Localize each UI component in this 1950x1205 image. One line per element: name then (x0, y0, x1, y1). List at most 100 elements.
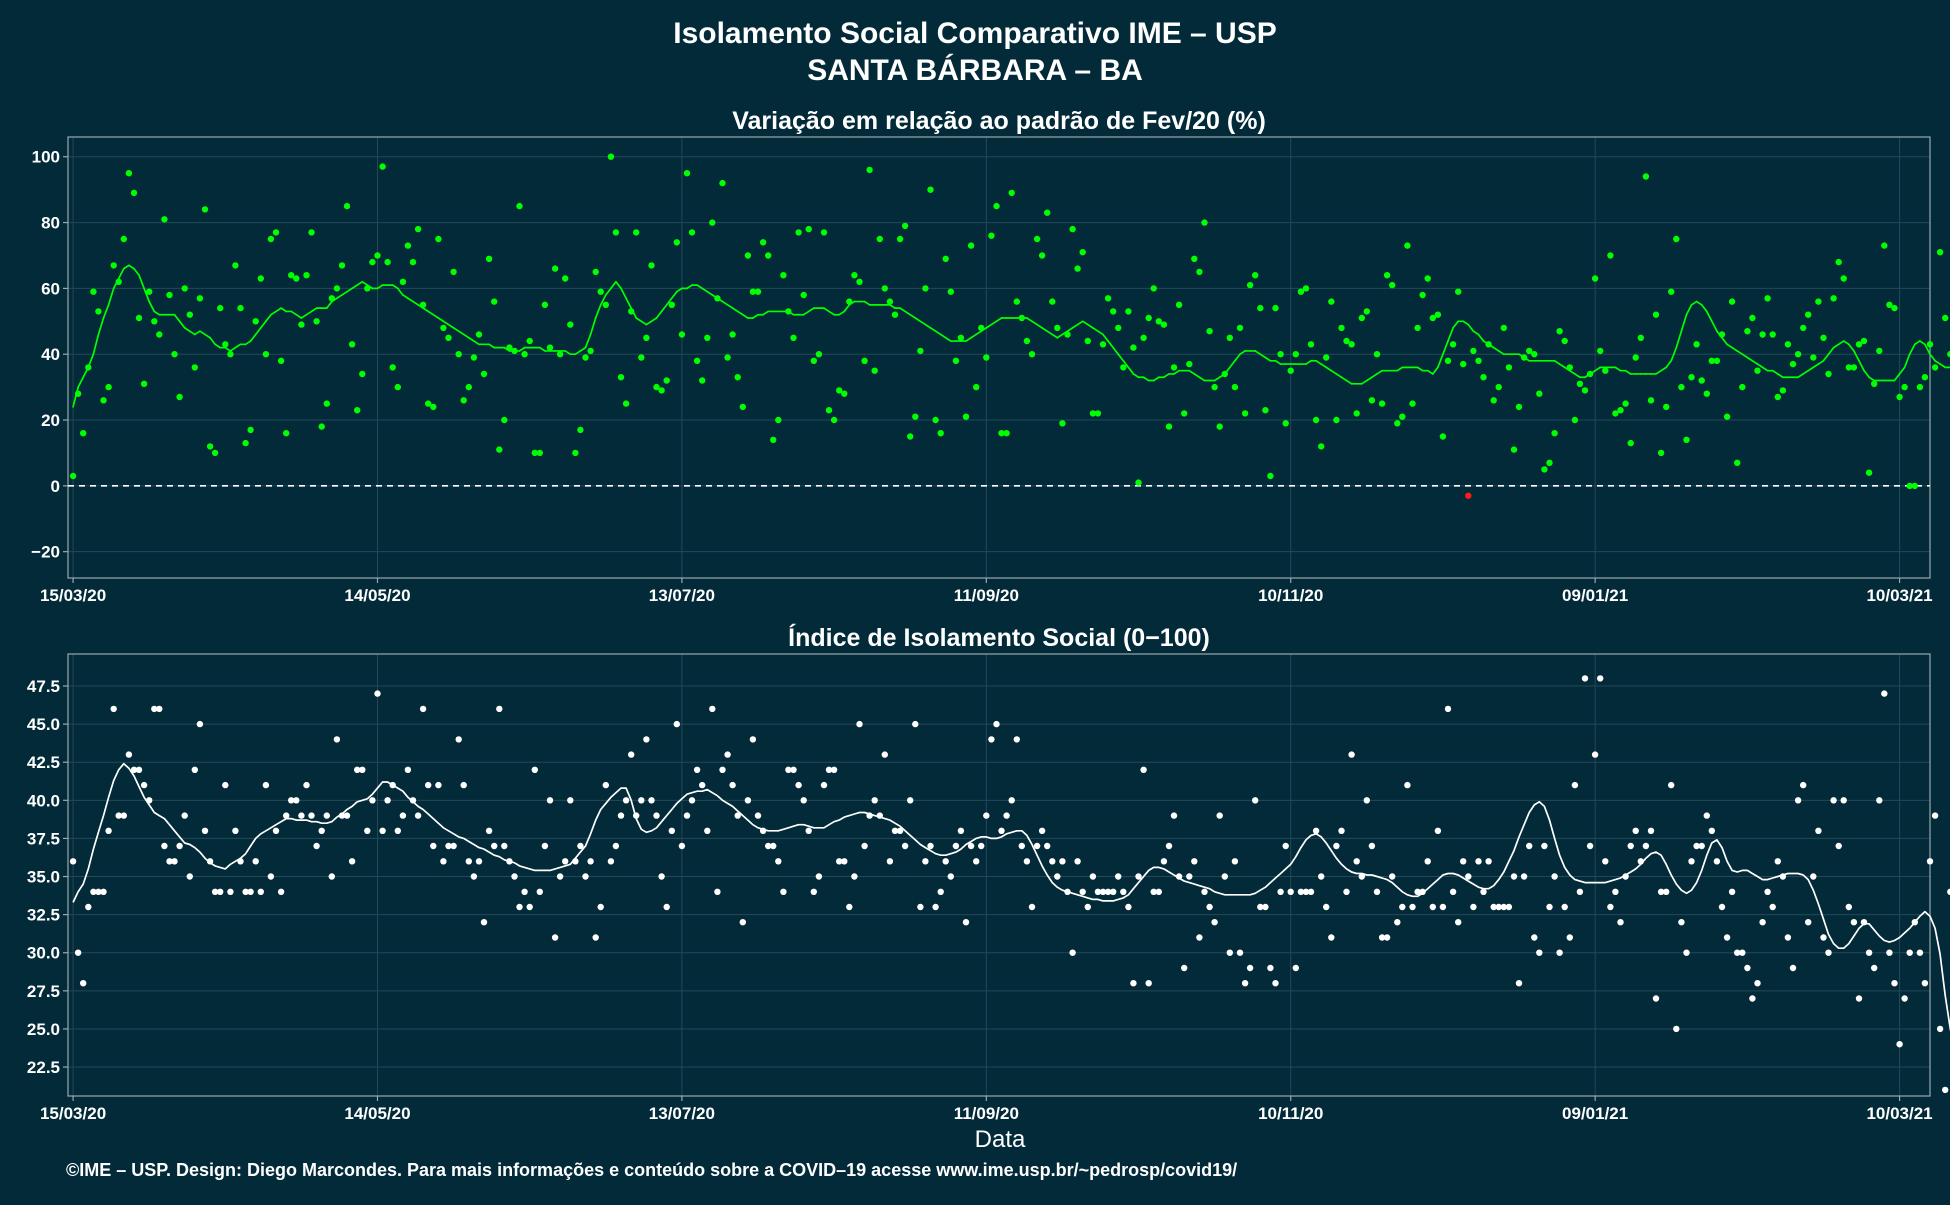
data-point (937, 430, 944, 437)
moving-average-segment (1056, 333, 1064, 339)
data-point (1510, 873, 1518, 880)
data-point (587, 858, 594, 865)
data-point (1556, 949, 1563, 956)
data-point (1607, 252, 1614, 259)
data-point (1581, 675, 1589, 682)
data-point (643, 736, 650, 743)
data-point (1074, 265, 1081, 272)
data-point (1323, 903, 1330, 911)
data-point (546, 797, 554, 804)
data-point (1181, 964, 1188, 972)
data-point (1906, 949, 1913, 956)
data-point (775, 416, 782, 424)
moving-average-segment (1812, 363, 1820, 369)
data-point (1825, 370, 1832, 378)
data-point (886, 858, 894, 865)
moving-average-segment (828, 310, 835, 316)
data-point (288, 797, 295, 804)
data-point (1201, 219, 1208, 226)
moving-average-segment (1776, 373, 1784, 379)
data-point (1536, 949, 1543, 956)
data-point (978, 842, 985, 850)
y-tick-label: 30.0 (27, 944, 60, 963)
data-point (283, 812, 290, 819)
data-point (967, 842, 975, 850)
data-point (1475, 858, 1482, 865)
data-point (171, 351, 178, 358)
data-point (795, 781, 802, 789)
data-point (1287, 367, 1294, 374)
moving-average-segment (686, 284, 693, 290)
data-point (288, 272, 295, 279)
data-point (1607, 903, 1614, 911)
data-point (1094, 410, 1102, 417)
moving-average-segment (1193, 373, 1201, 379)
data-point (1434, 311, 1442, 318)
data-point (526, 903, 533, 911)
data-point (1013, 298, 1020, 305)
moving-average-segment (1076, 320, 1084, 326)
data-point (1749, 314, 1756, 322)
data-point (1800, 324, 1807, 332)
data-point (836, 387, 843, 394)
data-point (1110, 888, 1117, 895)
data-point (1794, 797, 1802, 804)
data-point (1297, 888, 1305, 895)
data-point (775, 858, 782, 865)
moving-average-segment (985, 323, 993, 329)
moving-average-segment (1802, 369, 1810, 375)
data-point (1652, 995, 1660, 1002)
moving-average-segment (1360, 379, 1368, 385)
data-point (1835, 258, 1842, 266)
data-point (496, 446, 503, 453)
moving-average-segment (1908, 343, 1916, 356)
x-tick-label: 15/03/20 (40, 586, 106, 605)
moving-average-segment (1228, 359, 1236, 369)
data-point (1901, 383, 1908, 391)
data-point (668, 301, 675, 308)
data-point (1302, 888, 1310, 895)
moving-average-segment (645, 320, 653, 326)
data-point (1693, 341, 1700, 348)
data-point (1216, 423, 1223, 430)
data-point (1708, 357, 1716, 364)
moving-average-segment (1041, 327, 1049, 333)
data-point (1231, 858, 1239, 865)
data-point (450, 268, 457, 276)
data-point (683, 170, 691, 177)
data-point (450, 842, 457, 850)
data-point (688, 797, 696, 804)
data-point (1302, 285, 1310, 292)
data-point (1510, 446, 1518, 453)
data-point (206, 443, 214, 450)
data-point (1739, 383, 1746, 391)
data-point (1338, 324, 1345, 332)
moving-average-segment (1325, 366, 1333, 372)
data-point (927, 186, 934, 193)
data-point (1348, 751, 1355, 758)
data-point (110, 262, 117, 269)
data-point (399, 278, 407, 285)
data-point (1236, 949, 1244, 956)
data-point (1008, 189, 1015, 197)
data-point (1926, 341, 1934, 348)
figure-title-line2: SANTA BÁRBARA – BA (807, 53, 1143, 87)
data-point (1505, 364, 1513, 371)
data-point (1936, 249, 1944, 256)
data-point (491, 298, 498, 305)
data-point (1125, 308, 1132, 315)
data-point (1353, 858, 1360, 865)
moving-average-segment (1107, 340, 1115, 349)
data-point (1855, 341, 1863, 348)
data-point (1647, 827, 1655, 834)
data-point (1175, 873, 1183, 880)
moving-average-segment (1497, 350, 1505, 356)
data-point (790, 334, 797, 341)
data-point (130, 189, 138, 197)
x-tick-label: 11/09/20 (954, 1104, 1019, 1123)
data-point (1652, 311, 1660, 318)
data-point (521, 351, 528, 358)
moving-average-segment (1690, 300, 1698, 306)
data-point (1810, 354, 1817, 361)
data-point (820, 229, 828, 236)
